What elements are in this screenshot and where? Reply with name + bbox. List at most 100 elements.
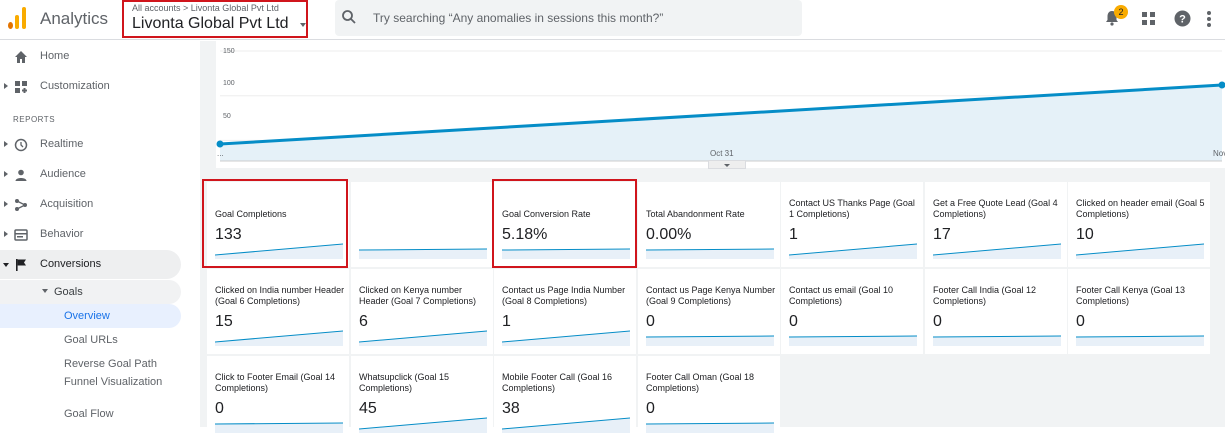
sparkline-area xyxy=(646,249,774,259)
y-tick-label: 100 xyxy=(223,80,235,87)
app-title: Analytics xyxy=(40,9,108,29)
apps-grid-icon[interactable] xyxy=(1142,12,1156,26)
metric-tile[interactable]: Contact us Page Kenya Number (Goal 9 Com… xyxy=(638,269,780,354)
nav-audience[interactable]: Audience xyxy=(0,161,182,189)
metric-tile[interactable]: Contact US Thanks Page (Goal 1 Completio… xyxy=(781,182,923,267)
metric-tile[interactable]: Footer Call Oman (Goal 18 Completions)0 xyxy=(638,356,780,441)
metric-tile[interactable] xyxy=(351,182,493,267)
metric-title: Get a Free Quote Lead (Goal 4 Completion… xyxy=(933,198,1065,220)
sparkline-area xyxy=(1076,336,1204,346)
metric-sparkline xyxy=(359,413,487,433)
nav-goal-urls[interactable]: Goal URLs xyxy=(64,334,118,347)
metric-title: Clicked on India number Header (Goal 6 C… xyxy=(215,285,347,307)
nav-customization[interactable]: Customization xyxy=(0,73,182,101)
sparkline-area xyxy=(215,423,343,433)
metric-title: Footer Call India (Goal 12 Completions) xyxy=(933,285,1065,307)
expand-arrow-icon[interactable] xyxy=(4,201,8,207)
metric-tile[interactable]: Footer Call India (Goal 12 Completions)0 xyxy=(925,269,1067,354)
metric-sparkline xyxy=(1076,326,1204,346)
metric-sparkline xyxy=(502,326,630,346)
metric-tile[interactable]: Clicked on header email (Goal 5 Completi… xyxy=(1068,182,1210,267)
acquisition-icon xyxy=(14,198,28,212)
metric-sparkline xyxy=(359,326,487,346)
svg-text:?: ? xyxy=(1179,14,1186,26)
metric-tile[interactable]: Contact us Page India Number (Goal 8 Com… xyxy=(494,269,636,354)
nav-goals-label: Goals xyxy=(54,286,83,298)
caret-down-icon[interactable] xyxy=(300,23,306,27)
account-name[interactable]: Livonta Global Pvt Ltd xyxy=(132,15,289,33)
y-tick-label: 50 xyxy=(223,113,231,120)
x-tick-label: ... xyxy=(217,149,224,158)
metric-title: Footer Call Kenya (Goal 13 Completions) xyxy=(1076,285,1208,307)
metric-title: Footer Call Oman (Goal 18 Completions) xyxy=(646,372,778,394)
nav-acquisition[interactable]: Acquisition xyxy=(0,191,182,219)
nav-realtime-label: Realtime xyxy=(40,138,83,150)
line-chart: 150 100 50 ... Oct 31 Nov xyxy=(216,41,1225,168)
help-icon[interactable]: ? xyxy=(1174,10,1191,27)
y-tick-label: 150 xyxy=(223,48,235,55)
metric-title: Click to Footer Email (Goal 14 Completio… xyxy=(215,372,347,394)
metric-title: Clicked on Kenya number Header (Goal 7 C… xyxy=(359,285,491,307)
reports-section-header: REPORTS xyxy=(13,115,55,124)
metric-sparkline xyxy=(789,239,917,259)
nav-realtime[interactable]: Realtime xyxy=(0,131,182,159)
nav-home[interactable]: Home xyxy=(0,43,182,71)
more-vert-icon[interactable] xyxy=(1206,10,1212,28)
metric-tile[interactable]: Clicked on Kenya number Header (Goal 7 C… xyxy=(351,269,493,354)
metric-sparkline xyxy=(359,239,487,259)
collapse-arrow-icon[interactable] xyxy=(42,289,48,293)
metric-sparkline xyxy=(933,326,1061,346)
sparkline-area xyxy=(646,336,774,346)
search-placeholder[interactable]: Try searching “Any anomalies in sessions… xyxy=(373,11,663,25)
metric-sparkline xyxy=(215,326,343,346)
sparkline-area xyxy=(1076,244,1204,259)
highlight-goal-conversion-rate xyxy=(492,179,637,268)
nav-funnel-visualization[interactable]: Funnel Visualization xyxy=(64,376,174,389)
metric-sparkline xyxy=(646,326,774,346)
nav-conversions[interactable]: Conversions xyxy=(0,251,182,279)
metric-sparkline xyxy=(215,413,343,433)
nav-behavior[interactable]: Behavior xyxy=(0,221,182,249)
sparkline-area xyxy=(215,331,343,346)
metric-title: Contact us Page India Number (Goal 8 Com… xyxy=(502,285,634,307)
search-icon[interactable] xyxy=(341,9,357,25)
metric-tile[interactable]: Whatsupclick (Goal 15 Completions)45 xyxy=(351,356,493,441)
nav-goals[interactable]: Goals xyxy=(0,280,182,304)
account-selector[interactable]: All accounts > Livonta Global Pvt Ltd Li… xyxy=(122,0,308,38)
expand-arrow-icon[interactable] xyxy=(4,83,8,89)
metric-tile[interactable]: Footer Call Kenya (Goal 13 Completions)0 xyxy=(1068,269,1210,354)
metric-sparkline xyxy=(502,413,630,433)
nav-acquisition-label: Acquisition xyxy=(40,198,93,210)
chart-resize-handle[interactable] xyxy=(708,160,746,169)
notification-badge: 2 xyxy=(1114,5,1128,19)
nav-overview[interactable]: Overview xyxy=(64,310,110,323)
sparkline-area xyxy=(359,249,487,259)
x-tick-label: Nov xyxy=(1213,149,1225,158)
metric-tile[interactable]: Mobile Footer Call (Goal 16 Completions)… xyxy=(494,356,636,441)
account-breadcrumb[interactable]: All accounts > Livonta Global Pvt Ltd xyxy=(132,3,279,13)
metric-title: Contact us Page Kenya Number (Goal 9 Com… xyxy=(646,285,778,307)
expand-arrow-icon[interactable] xyxy=(4,141,8,147)
metric-title: Clicked on header email (Goal 5 Completi… xyxy=(1076,198,1208,220)
expand-arrow-icon[interactable] xyxy=(4,171,8,177)
nav-reverse-goal-path[interactable]: Reverse Goal Path xyxy=(64,358,157,371)
sparkline-area xyxy=(359,331,487,346)
metric-tile[interactable]: Clicked on India number Header (Goal 6 C… xyxy=(207,269,349,354)
metric-title: Total Abandonment Rate xyxy=(646,209,778,220)
chevron-down-icon[interactable] xyxy=(724,164,730,167)
collapse-arrow-icon[interactable] xyxy=(3,263,9,267)
nav-conversions-label: Conversions xyxy=(40,258,101,270)
sparkline-area xyxy=(359,418,487,433)
nav-goal-flow[interactable]: Goal Flow xyxy=(64,408,114,421)
expand-arrow-icon[interactable] xyxy=(4,231,8,237)
metric-tile[interactable]: Get a Free Quote Lead (Goal 4 Completion… xyxy=(925,182,1067,267)
search-bar[interactable]: Try searching “Any anomalies in sessions… xyxy=(335,0,802,36)
metric-title: Contact us email (Goal 10 Completions) xyxy=(789,285,921,307)
metric-sparkline xyxy=(1076,239,1204,259)
metric-tile[interactable]: Contact us email (Goal 10 Completions)0 xyxy=(781,269,923,354)
metric-tile[interactable]: Click to Footer Email (Goal 14 Completio… xyxy=(207,356,349,441)
metric-title: Mobile Footer Call (Goal 16 Completions) xyxy=(502,372,634,394)
analytics-logo-icon[interactable] xyxy=(8,7,28,29)
